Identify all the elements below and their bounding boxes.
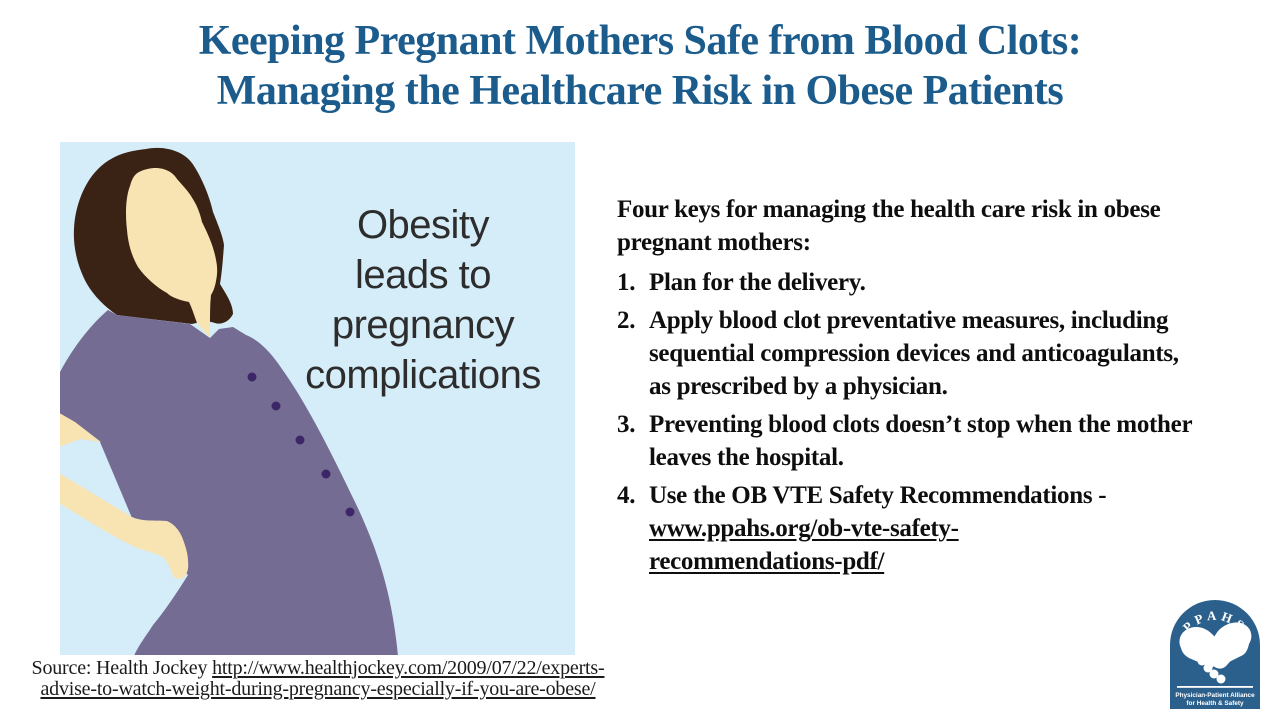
arm-hand-shape [60, 473, 189, 580]
source-prefix: Source: Health Jockey [31, 657, 213, 679]
list-item-4: 4. Use the OB VTE Safety Recommendations… [617, 479, 1205, 578]
caption-line: leads to [355, 253, 491, 297]
handshake-clasp [1203, 639, 1233, 669]
dress-button [295, 435, 305, 445]
key-points-intro: Four keys for managing the health care r… [617, 196, 1161, 256]
key-points: Four keys for managing the health care r… [617, 193, 1205, 578]
dress-button [321, 469, 331, 479]
list-item-1: 1. Plan for the delivery. [617, 266, 1205, 299]
list-item-number: 2. [617, 307, 636, 334]
handshake-knuckle [1203, 663, 1213, 673]
caption-line: pregnancy [332, 303, 515, 347]
caption-line: Obesity [357, 203, 490, 247]
illustration-caption: Obesity leads to pregnancy complications [305, 203, 541, 397]
list-item-2: 2. Apply blood clot preventative measure… [617, 304, 1205, 403]
handshake-knuckle [1209, 669, 1219, 679]
logo-divider [1177, 686, 1253, 688]
dress-shape [60, 310, 398, 655]
list-item-text: Apply blood clot preventative measures, … [649, 307, 1179, 400]
key-points-list: 1. Plan for the delivery. 2. Apply blood… [617, 266, 1205, 578]
list-item-text: Use the OB VTE Safety Recommendations - … [649, 479, 1205, 578]
title-line-1: Keeping Pregnant Mothers Safe from Blood… [198, 18, 1082, 64]
pregnancy-illustration: Obesity leads to pregnancy complications [60, 142, 575, 655]
background-gap-lower [60, 509, 184, 655]
logo-name-line1: Physician-Patient Alliance [1175, 692, 1255, 699]
caption-line: complications [305, 353, 541, 397]
list-item-text: Preventing blood clots doesn’t stop when… [649, 411, 1192, 471]
logo-name: Physician-Patient Alliance for Health & … [1175, 692, 1255, 707]
background-gap-upper [60, 443, 131, 517]
list-item-text: Plan for the delivery. [649, 269, 866, 296]
handshake-icon [1179, 622, 1252, 684]
dress-buttons [247, 372, 355, 517]
handshake-knuckle [1197, 656, 1207, 666]
logo-name-line2: for Health & Safety [1186, 700, 1244, 707]
list-item-number: 3. [617, 411, 636, 438]
page-title: Keeping Pregnant Mothers Safe from Blood… [0, 16, 1280, 116]
dress-button [271, 401, 281, 411]
source-link[interactable]: http://www.healthjockey.com/2009/07/22/e… [40, 657, 605, 700]
dress-button [247, 372, 257, 382]
ppahs-logo: PPAHS Physician-Patient Alliance for Hea… [1168, 598, 1262, 710]
list-item-3: 3. Preventing blood clots doesn’t stop w… [617, 408, 1205, 474]
handshake-knuckle [1216, 674, 1226, 684]
elbow-shape [60, 413, 101, 447]
face-shape [126, 168, 218, 338]
list-item-number: 1. [617, 269, 636, 296]
ob-vte-recommendations-link[interactable]: www.ppahs.org/ob-vte-safety-recommendati… [649, 515, 959, 575]
title-line-2: Managing the Healthcare Risk in Obese Pa… [216, 68, 1064, 114]
dress-button [345, 507, 355, 517]
source-citation: Source: Health Jockey http://www.healthj… [12, 658, 624, 700]
ppahs-logo-svg: PPAHS Physician-Patient Alliance for Hea… [1170, 600, 1260, 709]
pregnancy-illustration-svg: Obesity leads to pregnancy complications [60, 142, 575, 655]
list-item-number: 4. [617, 482, 636, 509]
list-item-text-lead: Use the OB VTE Safety Recommendations - [649, 482, 1107, 509]
